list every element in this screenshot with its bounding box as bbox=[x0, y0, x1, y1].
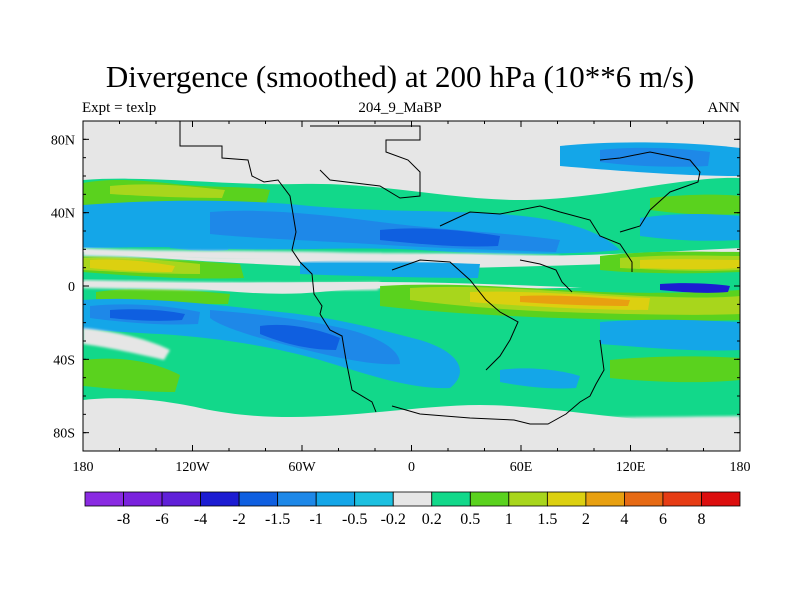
colorbar-label: 8 bbox=[697, 511, 705, 528]
colorbar-swatch bbox=[123, 491, 163, 507]
period-label: 204_9_MaBP bbox=[358, 100, 442, 116]
season-label: ANN bbox=[707, 100, 741, 116]
field-lightblue-4 bbox=[500, 368, 580, 389]
field-darkblue-3 bbox=[110, 309, 185, 321]
colorbar-label: 4 bbox=[620, 511, 628, 528]
coastlines bbox=[179, 121, 701, 425]
colorbar-swatch bbox=[354, 491, 394, 507]
colorbar-label: -1.5 bbox=[265, 511, 290, 528]
colorbar-swatch bbox=[392, 491, 433, 507]
lon-tick-label: 180 bbox=[73, 460, 94, 475]
gap-5 bbox=[83, 416, 740, 451]
lon-tick-label: 0 bbox=[408, 460, 415, 475]
lon-tick-label: 120E bbox=[616, 460, 646, 475]
coast-south-america bbox=[319, 313, 377, 413]
colorbar-label: -6 bbox=[155, 511, 168, 528]
colorbar-label: -0.2 bbox=[381, 511, 406, 528]
colorbar-swatch bbox=[624, 491, 664, 507]
field-yellow-3 bbox=[640, 259, 740, 270]
field-lightblue-3 bbox=[600, 319, 740, 351]
colorbar-label: 0.2 bbox=[422, 511, 442, 528]
map-title: Divergence (smoothed) at 200 hPa (10**6 … bbox=[105, 59, 695, 94]
colorbar-label: -1 bbox=[310, 511, 323, 528]
colorbar-swatch bbox=[238, 491, 279, 507]
lat-tick-label: 80N bbox=[51, 133, 75, 148]
field-lime-6 bbox=[650, 194, 740, 215]
field-lightblue-2 bbox=[300, 260, 480, 278]
colorbar-swatch bbox=[585, 491, 625, 507]
coast-australia bbox=[391, 339, 605, 425]
gap-2 bbox=[83, 280, 380, 291]
field-lime-7 bbox=[83, 358, 180, 392]
colorbar-label: 1 bbox=[505, 511, 513, 528]
field-blue-4 bbox=[600, 147, 710, 167]
field-orange-1 bbox=[520, 295, 630, 306]
lon-tick-label: 180 bbox=[730, 460, 751, 475]
field-lightblue-pacific-mid bbox=[640, 214, 740, 241]
lon-tick-label: 60E bbox=[510, 460, 533, 475]
colorbar-swatch bbox=[508, 491, 548, 507]
colorbar-swatch bbox=[200, 491, 240, 507]
field-yellow-2 bbox=[90, 259, 175, 272]
colorbar-swatch bbox=[469, 491, 510, 507]
lat-tick-label: 0 bbox=[68, 280, 75, 295]
colorbar-label: -2 bbox=[232, 511, 245, 528]
colorbar-swatch bbox=[701, 491, 741, 507]
colorbar-swatch bbox=[315, 491, 356, 507]
field-lightblue-5 bbox=[170, 237, 230, 251]
colorbar-swatch bbox=[431, 491, 471, 507]
gap-4 bbox=[83, 149, 550, 172]
colorbar-swatch bbox=[84, 491, 124, 507]
colorbar-swatch bbox=[546, 491, 587, 507]
coast-north-america bbox=[179, 121, 323, 315]
colorbar: -8 -6 -4 -2 -1.5 -1 -0.5 -0.2 0.2 0.5 1 1.5 2 4 6 8 bbox=[84, 491, 741, 528]
coast-eurasia bbox=[439, 205, 633, 272]
field-lime-8 bbox=[610, 356, 740, 383]
colorbar-label: 2 bbox=[582, 511, 590, 528]
colorbar-label: -4 bbox=[194, 511, 207, 528]
field-darkblue-1 bbox=[380, 228, 500, 247]
colorbar-swatch bbox=[277, 491, 317, 507]
lat-tick-label: 40N bbox=[51, 207, 75, 222]
colorbar-swatch bbox=[161, 491, 201, 507]
lon-tick-label: 120W bbox=[175, 460, 210, 475]
experiment-label: Expt = texlp bbox=[82, 100, 157, 116]
axes: 80N 40N 0 40S 80S 180 120W 60W 0 60E 120E 180 bbox=[51, 120, 751, 475]
field-darkblue-2 bbox=[260, 324, 340, 350]
contour-fields bbox=[83, 142, 740, 451]
coast-greenland bbox=[310, 125, 421, 199]
coast-africa bbox=[391, 259, 519, 371]
gap-3 bbox=[83, 328, 170, 360]
colorbar-swatch bbox=[662, 491, 702, 507]
colorbar-label: 1.5 bbox=[537, 511, 557, 528]
gap-1 bbox=[83, 248, 560, 262]
lat-tick-label: 40S bbox=[53, 353, 75, 368]
field-yellowgreen-4 bbox=[110, 184, 225, 198]
coast-asia-north bbox=[599, 151, 701, 233]
colorbar-label: 0.5 bbox=[460, 511, 480, 528]
colorbar-label: -8 bbox=[117, 511, 130, 528]
colorbar-label: 6 bbox=[659, 511, 667, 528]
colorbar-label: -0.5 bbox=[342, 511, 367, 528]
field-navy-1 bbox=[660, 283, 730, 293]
coast-india bbox=[519, 259, 573, 293]
lat-tick-label: 80S bbox=[53, 427, 75, 442]
lon-tick-label: 60W bbox=[288, 460, 316, 475]
